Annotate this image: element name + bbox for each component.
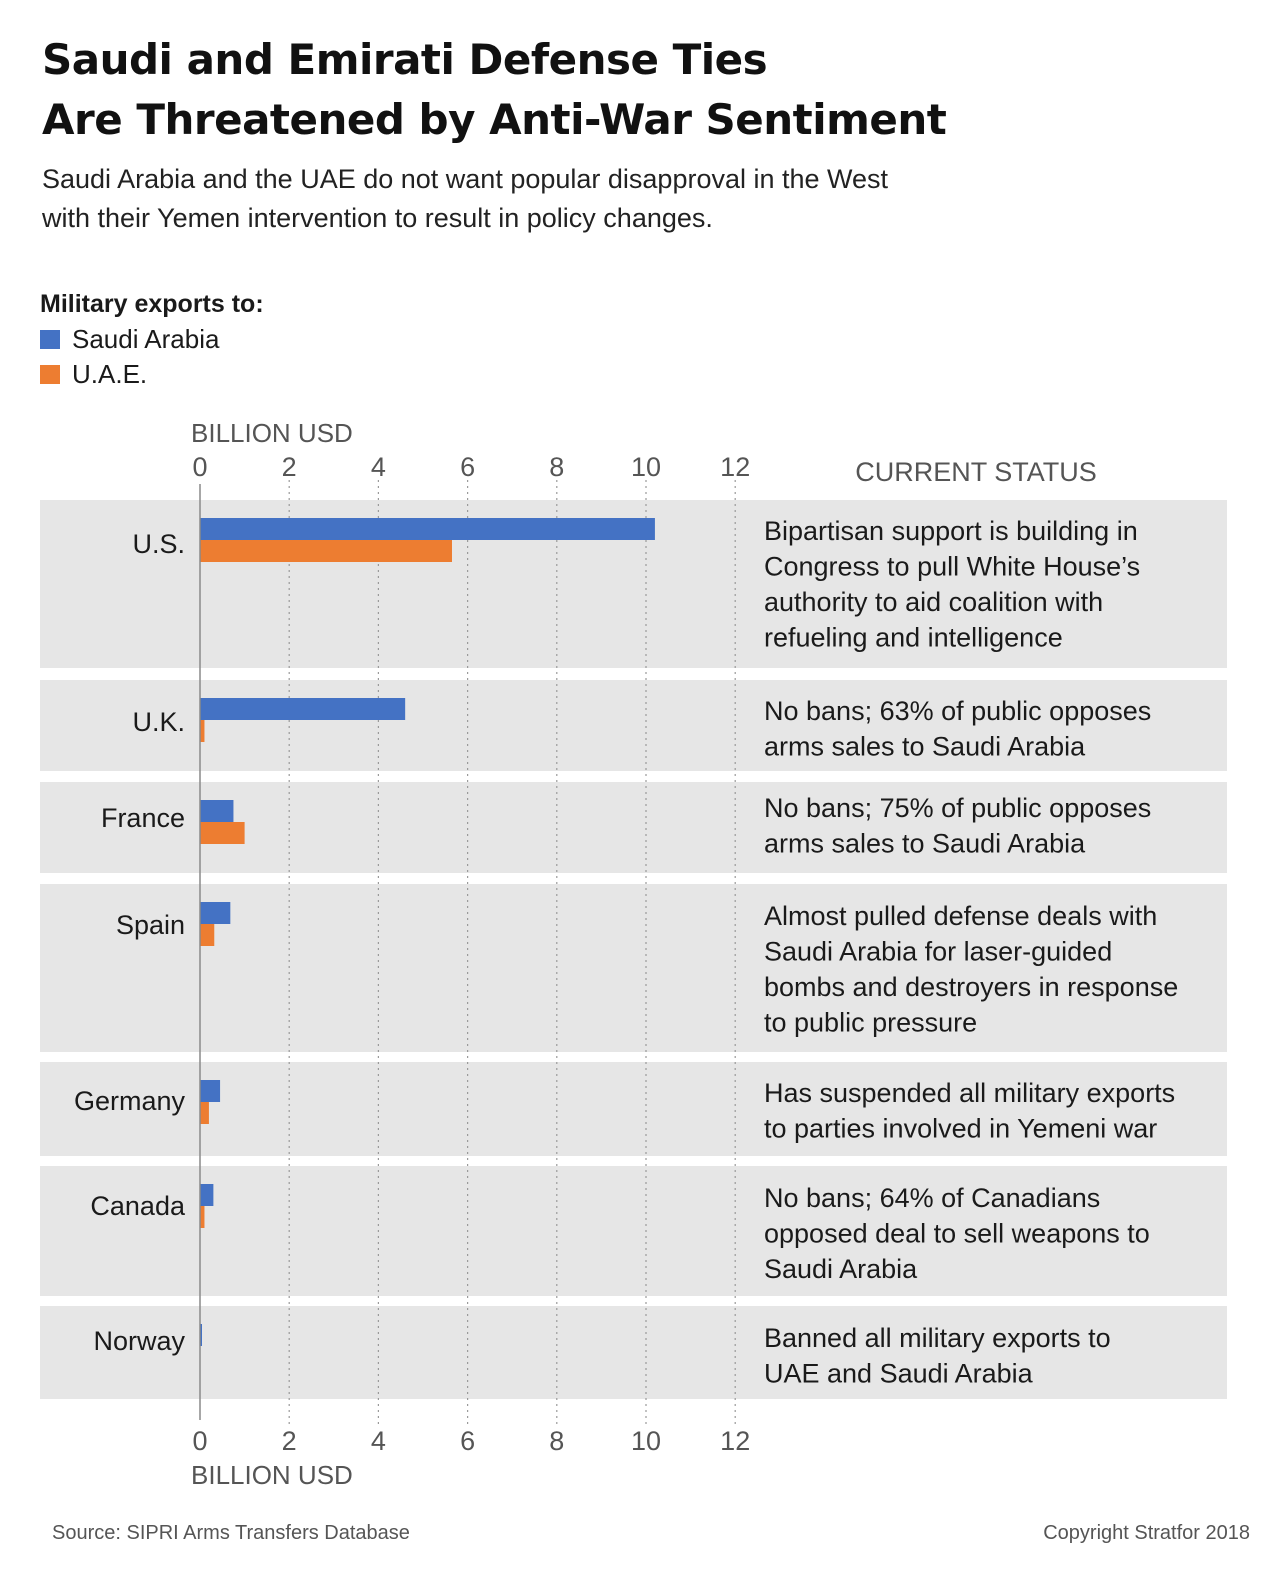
country-label-u-s: U.S.	[132, 529, 185, 559]
status-text-germany-line-1: Has suspended all military exports	[764, 1078, 1175, 1108]
bar-u-k-saudi-arabia	[200, 698, 406, 720]
chart-subtitle: Saudi Arabia and the UAE do not want pop…	[42, 160, 1042, 238]
row-background-spain	[40, 884, 1227, 1052]
status-text-u-k-line-1: No bans; 63% of public opposes	[764, 696, 1151, 726]
title-line-2: Are Threatened by Anti-War Sentiment	[42, 95, 947, 144]
x-tick-top-12: 12	[720, 452, 750, 482]
status-text-france-line-1: No bans; 75% of public opposes	[764, 793, 1151, 823]
bar-spain-u-a-e	[200, 924, 215, 946]
status-text-canada-line-3: Saudi Arabia	[764, 1254, 918, 1284]
bar-u-k-u-a-e	[200, 720, 205, 742]
bar-germany-saudi-arabia	[200, 1080, 221, 1102]
status-text-spain-line-3: bombs and destroyers in response	[764, 972, 1178, 1002]
x-tick-bottom-12: 12	[720, 1426, 750, 1456]
bar-germany-u-a-e	[200, 1102, 209, 1124]
subtitle-line-1: Saudi Arabia and the UAE do not want pop…	[42, 164, 889, 194]
x-tick-bottom-8: 8	[549, 1426, 564, 1456]
country-label-france: France	[101, 803, 185, 833]
subtitle-line-2: with their Yemen intervention to result …	[42, 203, 713, 233]
x-tick-bottom-2: 2	[282, 1426, 297, 1456]
status-text-canada-line-1: No bans; 64% of Canadians	[764, 1183, 1100, 1213]
status-text-spain-line-1: Almost pulled defense deals with	[764, 901, 1157, 931]
title-line-1: Saudi and Emirati Defense Ties	[42, 35, 768, 84]
status-text-u-s-line-3: authority to aid coalition with	[764, 587, 1103, 617]
country-label-spain: Spain	[116, 910, 185, 940]
status-header: CURRENT STATUS	[855, 457, 1097, 487]
status-text-france-line-2: arms sales to Saudi Arabia	[764, 829, 1086, 859]
chart-title: Saudi and Emirati Defense Ties Are Threa…	[42, 30, 1142, 150]
bar-canada-u-a-e	[200, 1206, 205, 1228]
status-text-u-s-line-4: refueling and intelligence	[764, 623, 1063, 653]
bar-canada-saudi-arabia	[200, 1184, 214, 1206]
x-tick-top-8: 8	[549, 452, 564, 482]
legend: Military exports to: Saudi Arabia U.A.E.	[40, 286, 264, 392]
country-label-norway: Norway	[93, 1326, 185, 1356]
status-text-spain-line-2: Saudi Arabia for laser-guided	[764, 937, 1112, 967]
row-background-canada	[40, 1166, 1227, 1296]
x-tick-top-10: 10	[631, 452, 661, 482]
legend-item-uae: U.A.E.	[40, 357, 264, 392]
bar-france-u-a-e	[200, 822, 245, 844]
x-tick-top-0: 0	[192, 452, 207, 482]
bar-u-s-saudi-arabia	[200, 518, 655, 540]
legend-swatch-saudi-arabia	[40, 330, 60, 349]
copyright-note: Copyright Stratfor 2018	[1043, 1522, 1250, 1544]
status-text-u-s-line-1: Bipartisan support is building in	[764, 516, 1138, 546]
legend-label-uae: U.A.E.	[72, 359, 148, 389]
x-tick-top-6: 6	[460, 452, 475, 482]
row-background-u-k	[40, 680, 1227, 771]
x-tick-bottom-4: 4	[371, 1426, 386, 1456]
x-axis-title-top: BILLION USD	[191, 418, 353, 448]
x-tick-top-2: 2	[282, 452, 297, 482]
bar-u-s-u-a-e	[200, 540, 452, 562]
country-label-germany: Germany	[74, 1086, 186, 1116]
x-tick-bottom-10: 10	[631, 1426, 661, 1456]
legend-title: Military exports to:	[40, 290, 264, 318]
status-text-spain-line-4: to public pressure	[764, 1008, 977, 1038]
row-background-norway	[40, 1306, 1227, 1399]
x-tick-bottom-0: 0	[192, 1426, 207, 1456]
country-label-u-k: U.K.	[132, 707, 185, 737]
source-note: Source: SIPRI Arms Transfers Database	[52, 1522, 410, 1544]
status-text-u-k-line-2: arms sales to Saudi Arabia	[764, 732, 1086, 762]
legend-label-saudi-arabia: Saudi Arabia	[72, 324, 220, 354]
legend-item-saudi-arabia: Saudi Arabia	[40, 322, 264, 357]
bar-norway-saudi-arabia	[200, 1324, 202, 1346]
status-text-canada-line-2: opposed deal to sell weapons to	[764, 1219, 1150, 1249]
bar-france-saudi-arabia	[200, 800, 234, 822]
status-text-norway-line-1: Banned all military exports to	[764, 1323, 1111, 1353]
x-tick-top-4: 4	[371, 452, 386, 482]
bar-spain-saudi-arabia	[200, 902, 231, 924]
x-axis-title-bottom: BILLION USD	[191, 1460, 353, 1490]
row-background-germany	[40, 1062, 1227, 1156]
status-text-u-s-line-2: Congress to pull White House’s	[764, 552, 1140, 582]
country-label-canada: Canada	[90, 1191, 186, 1221]
x-tick-bottom-6: 6	[460, 1426, 475, 1456]
legend-swatch-uae	[40, 365, 60, 384]
status-text-norway-line-2: UAE and Saudi Arabia	[764, 1359, 1034, 1389]
status-text-germany-line-2: to parties involved in Yemeni war	[764, 1114, 1157, 1144]
